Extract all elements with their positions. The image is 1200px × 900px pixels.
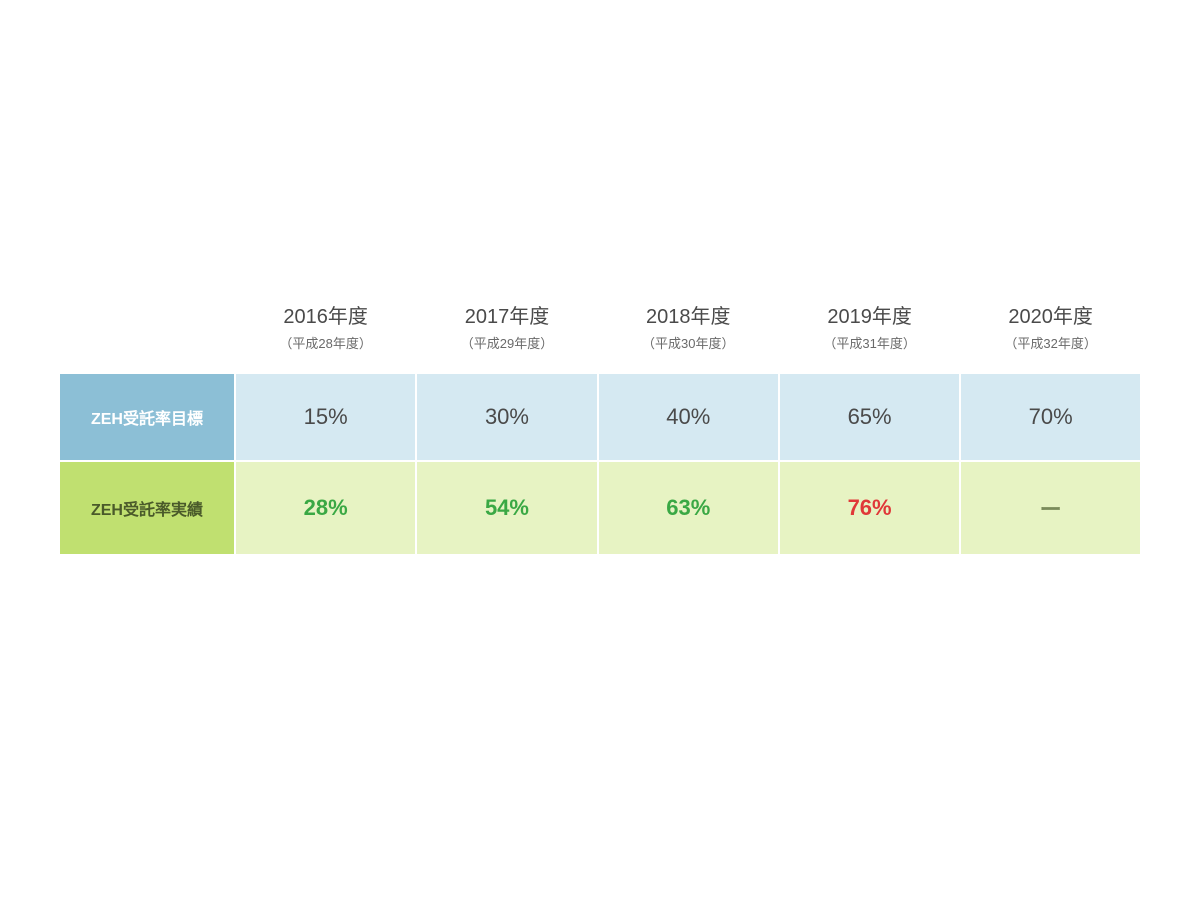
target-cell-2019: 65%	[779, 373, 960, 461]
header-year-2016: 2016年度 （平成28年度）	[235, 280, 416, 373]
target-cell-2020: 70%	[960, 373, 1140, 461]
actual-cell-2019: 76%	[779, 461, 960, 555]
target-row: ZEH受託率目標 15% 30% 40% 65% 70%	[60, 373, 1140, 461]
actual-cell-2020: ー	[960, 461, 1140, 555]
actual-cell-2018: 63%	[598, 461, 779, 555]
year-main-label: 2018年度	[609, 300, 768, 329]
year-sub-label: （平成32年度）	[971, 333, 1130, 352]
year-main-label: 2019年度	[790, 300, 949, 329]
target-cell-2016: 15%	[235, 373, 416, 461]
actual-row-label: ZEH受託率実績	[60, 461, 235, 555]
zeh-table-container: 2016年度 （平成28年度） 2017年度 （平成29年度） 2018年度 （…	[60, 280, 1140, 556]
year-sub-label: （平成30年度）	[609, 333, 768, 352]
year-sub-label: （平成29年度）	[427, 333, 586, 352]
actual-cell-2017: 54%	[416, 461, 597, 555]
table-header-row: 2016年度 （平成28年度） 2017年度 （平成29年度） 2018年度 （…	[60, 280, 1140, 373]
zeh-table: 2016年度 （平成28年度） 2017年度 （平成29年度） 2018年度 （…	[60, 280, 1140, 556]
header-year-2020: 2020年度 （平成32年度）	[960, 280, 1140, 373]
header-empty-cell	[60, 280, 235, 373]
year-main-label: 2020年度	[971, 300, 1130, 329]
header-year-2017: 2017年度 （平成29年度）	[416, 280, 597, 373]
header-year-2019: 2019年度 （平成31年度）	[779, 280, 960, 373]
year-sub-label: （平成28年度）	[246, 333, 405, 352]
actual-cell-2016: 28%	[235, 461, 416, 555]
target-cell-2017: 30%	[416, 373, 597, 461]
target-row-label: ZEH受託率目標	[60, 373, 235, 461]
year-main-label: 2016年度	[246, 300, 405, 329]
header-year-2018: 2018年度 （平成30年度）	[598, 280, 779, 373]
actual-row: ZEH受託率実績 28% 54% 63% 76% ー	[60, 461, 1140, 555]
year-sub-label: （平成31年度）	[790, 333, 949, 352]
target-cell-2018: 40%	[598, 373, 779, 461]
year-main-label: 2017年度	[427, 300, 586, 329]
